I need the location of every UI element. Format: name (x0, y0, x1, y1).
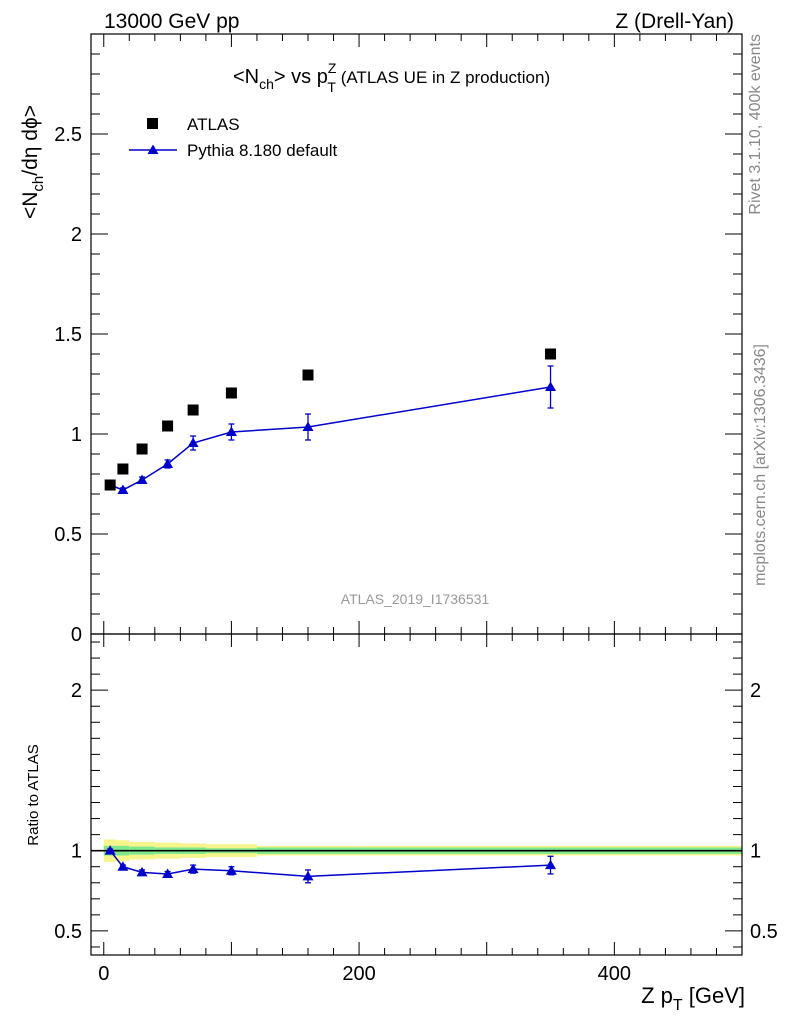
legend-pythia-marker (147, 144, 159, 154)
pythia-marker (117, 484, 129, 494)
main-title-ch: ch (259, 76, 274, 92)
pythia-marker (225, 426, 237, 436)
main-title: <Nch> vs pZ T (ATLAS UE in Z production) (233, 60, 550, 95)
atlas-marker (162, 420, 174, 432)
ratio-pythia-marker (302, 870, 314, 881)
ratio-panel: 0 200 400 0.5 0.5 1 1 2 2 (54, 633, 778, 985)
main-title-sup: Z (328, 60, 337, 76)
xlabel-pre: Z p (641, 983, 673, 1008)
main-ytick-label: 1.5 (54, 324, 82, 346)
main-ylabel-sub: ch (30, 176, 47, 192)
pythia-line (109, 386, 551, 491)
ratio-pythia-marker (187, 863, 199, 874)
ratio-ytick-label-left: 0.5 (54, 921, 82, 943)
main-ytick-label: 1 (71, 424, 82, 446)
ratio-pythia-marker (117, 861, 129, 871)
xlabel-sub: T (673, 997, 683, 1014)
xlabel: Z pT [GeV] (641, 983, 745, 1014)
pythia-marker (545, 381, 557, 391)
ratio-ytick-label-right: 2 (750, 680, 761, 702)
main-ytick-label: 0 (71, 624, 82, 646)
main-panel: 0 0.5 1 1.5 2 2.5 (54, 33, 743, 646)
atlas-marker (136, 443, 148, 455)
rivet-label: Rivet 3.1.10, 400k events (747, 34, 764, 215)
pythia-marker (162, 458, 174, 468)
main-title-post: (ATLAS UE in Z production) (336, 68, 550, 87)
ratio-ytick-label-right: 1 (750, 841, 761, 863)
main-ytick-label: 2 (71, 224, 82, 246)
atlas-marker (117, 463, 129, 475)
atlas-marker (104, 479, 116, 491)
pythia-marker (302, 421, 314, 431)
header-left: 13000 GeV pp (104, 10, 239, 33)
ratio-ytick-label-left: 1 (71, 841, 82, 863)
main-ylabel: <Nch/dη dϕ> (19, 105, 47, 219)
pythia-marker (136, 474, 148, 484)
header-right: Z (Drell-Yan) (615, 10, 734, 33)
ratio-ytick-label-right: 0.5 (750, 921, 778, 943)
atlas-marker (187, 404, 199, 416)
main-ylabel-post: /dη dϕ> (19, 105, 42, 176)
pythia-marker (187, 437, 199, 447)
ratio-ytick-label-left: 2 (71, 680, 82, 702)
ratio-pythia-marker (225, 865, 237, 875)
ratio-pythia-marker (104, 845, 116, 855)
ratio-ylabel: Ratio to ATLAS (25, 744, 42, 845)
analysis-watermark: ATLAS_2019_I1736531 (341, 591, 490, 607)
atlas-marker (302, 369, 314, 381)
legend-pythia-label: Pythia 8.180 default (187, 141, 338, 160)
main-ytick-label: 0.5 (54, 524, 82, 546)
main-ytick-label: 2.5 (54, 124, 82, 146)
main-title-sub: T (327, 79, 336, 95)
main-ylabel-pre: <N (19, 192, 42, 219)
legend-atlas-label: ATLAS (187, 115, 240, 134)
xlabel-post: [GeV] (683, 983, 745, 1008)
ratio-pythia-marker (136, 866, 148, 877)
ratio-pythia-marker (545, 859, 557, 870)
main-title-mid: > vs p (274, 66, 328, 88)
main-title-pre: <N (233, 66, 259, 88)
ratio-xtick-label: 200 (342, 963, 375, 985)
atlas-marker (225, 387, 237, 399)
ratio-xtick-label: 400 (598, 963, 631, 985)
ratio-pythia-marker (162, 868, 174, 878)
atlas-marker (545, 348, 557, 360)
ratio-frame (90, 633, 743, 956)
ratio-xtick-label: 0 (98, 963, 109, 985)
mcplots-label: mcplots.cern.ch [arXiv:1306.3436] (752, 344, 769, 586)
legend-atlas-marker (147, 118, 158, 129)
